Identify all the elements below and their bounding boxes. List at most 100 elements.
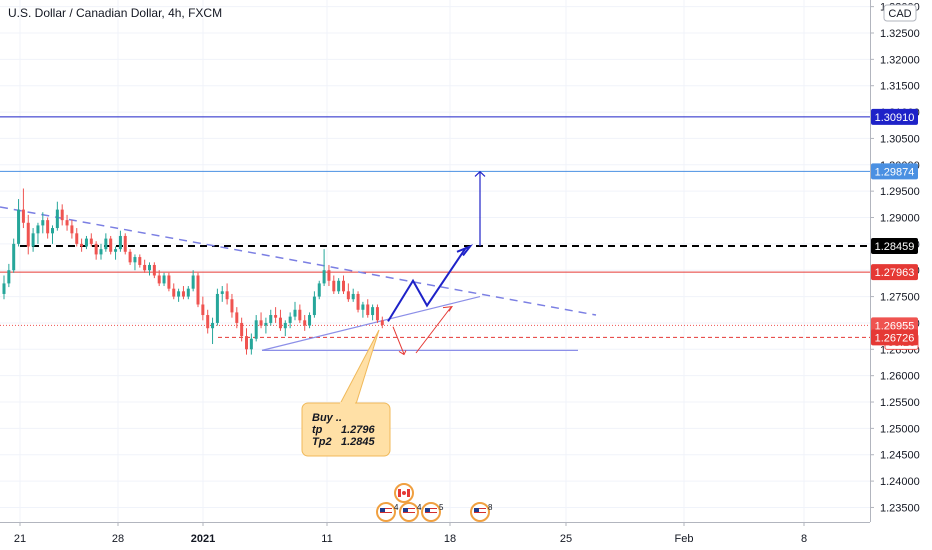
candle[interactable] [191,270,195,292]
candle[interactable] [293,301,297,321]
candle[interactable] [346,283,350,302]
candle[interactable] [84,235,88,250]
candle[interactable] [264,317,268,334]
candle[interactable] [46,217,50,239]
candle[interactable] [245,328,248,355]
candle[interactable] [308,312,312,329]
candle[interactable] [99,243,103,260]
candle[interactable] [225,283,229,305]
candle[interactable] [342,275,345,294]
candle[interactable] [7,263,11,288]
candle[interactable] [215,288,219,326]
candle[interactable] [298,304,302,323]
candle[interactable] [152,262,156,279]
candle[interactable] [80,238,84,252]
candle[interactable] [327,264,331,287]
candle[interactable] [55,201,59,231]
recovery-path[interactable] [415,306,452,354]
candle[interactable] [65,214,69,231]
candle[interactable] [351,288,355,302]
us-event-icon[interactable]: 5 [421,502,444,522]
candle[interactable] [274,307,278,323]
candle[interactable] [337,278,341,294]
candle[interactable] [380,316,384,329]
candle[interactable] [322,249,326,287]
candle[interactable] [375,304,379,323]
pullback-path[interactable] [392,326,405,355]
time-axis[interactable]: 21 28 2021 11 18 25 Feb 8 [0,522,870,550]
candle[interactable] [278,309,282,331]
candle[interactable] [312,291,316,318]
candle[interactable] [138,254,142,268]
candle[interactable] [118,230,122,252]
candle[interactable] [128,249,132,265]
us-event-icon[interactable]: 8 [470,502,493,522]
bullish-path[interactable] [387,246,467,322]
candle[interactable] [254,315,258,342]
candle[interactable] [361,301,365,318]
economic-events[interactable]: 4 4 5 8 [376,483,493,522]
canada-event-icon[interactable] [394,483,414,503]
candle[interactable] [303,315,307,331]
candle[interactable] [186,286,190,300]
candle[interactable] [143,259,147,273]
candle[interactable] [133,254,137,271]
candle[interactable] [371,304,375,321]
candle[interactable] [317,280,321,300]
descending-trendline[interactable] [0,206,597,316]
candle[interactable] [332,275,336,294]
candle[interactable] [167,272,171,292]
us-event-icon[interactable]: 4 [399,502,422,522]
candle[interactable] [21,188,25,229]
candle[interactable] [114,246,118,260]
candlestick-series[interactable] [2,188,384,355]
candle[interactable] [26,214,30,255]
candle[interactable] [230,293,234,318]
candle[interactable] [220,286,224,302]
candle[interactable] [31,228,35,252]
candle[interactable] [157,270,161,287]
candle[interactable] [94,241,98,260]
candle[interactable] [366,299,370,318]
price-label[interactable]: 1.26955 [871,317,918,334]
price-label[interactable]: 1.28459 [871,238,918,255]
candle[interactable] [206,309,210,334]
candle[interactable] [2,275,6,300]
price-label[interactable]: 1.29874 [871,163,918,180]
candle[interactable] [356,291,360,313]
currency-badge[interactable] [883,4,917,22]
candle[interactable] [249,333,253,355]
candle[interactable] [89,233,93,247]
candle[interactable] [109,235,113,255]
candle[interactable] [123,233,127,255]
candle[interactable] [283,320,287,337]
candle[interactable] [211,317,215,345]
candle[interactable] [70,220,74,239]
candle[interactable] [162,272,166,287]
candle[interactable] [12,238,16,273]
candle[interactable] [177,288,181,302]
us-event-icon[interactable]: 4 [376,502,399,522]
candle[interactable] [269,309,273,326]
candle[interactable] [235,307,239,329]
price-label[interactable]: 1.27963 [871,264,918,281]
candle[interactable] [259,312,263,329]
candle[interactable] [148,262,151,276]
candle[interactable] [288,312,292,329]
candle[interactable] [75,228,79,247]
candle[interactable] [41,212,45,234]
candle[interactable] [201,296,205,321]
price-label[interactable]: 1.30910 [871,108,918,125]
candle[interactable] [51,225,54,244]
candle[interactable] [196,272,200,308]
candle[interactable] [17,199,21,247]
price-label[interactable]: 1.26726 [871,329,918,346]
candle[interactable] [104,233,108,252]
candle[interactable] [172,283,176,300]
trade-note[interactable]: Buy ..tp 1.2796 Tp2 1.2845 [301,329,391,457]
candle[interactable] [181,286,185,300]
ascending-trendline[interactable] [261,296,481,351]
candle[interactable] [36,222,40,244]
candle[interactable] [60,204,64,226]
